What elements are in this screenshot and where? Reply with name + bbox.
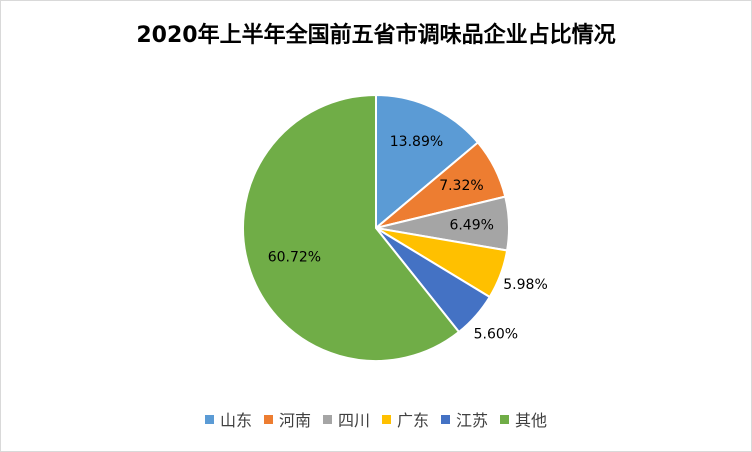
legend-swatch bbox=[441, 414, 451, 424]
chart-title: 2020年上半年全国前五省市调味品企业占比情况 bbox=[136, 23, 616, 48]
data-label-1: 13.89% bbox=[390, 134, 443, 150]
data-label-2: 7.32% bbox=[439, 178, 483, 194]
legend-swatch bbox=[322, 414, 332, 424]
legend-label: 四川 bbox=[337, 411, 370, 430]
legend-item-4: 广东 bbox=[382, 407, 429, 431]
legend-item-2: 河南 bbox=[263, 407, 311, 431]
pie-slice-1 bbox=[375, 93, 480, 231]
legend-item-6: 其他 bbox=[500, 407, 547, 431]
legend-label: 其他 bbox=[515, 411, 548, 430]
legend-item-5: 江苏 bbox=[441, 407, 488, 431]
legend-item-3: 四川 bbox=[322, 407, 370, 431]
pie-slice-6 bbox=[242, 93, 461, 362]
data-label-3: 6.49% bbox=[449, 218, 493, 234]
legend-label: 河南 bbox=[278, 411, 311, 430]
legend-swatch bbox=[263, 414, 273, 424]
legend-swatch bbox=[204, 414, 214, 424]
legend: 山东 河南 四川 广东 江苏 其他 bbox=[1, 407, 751, 431]
legend-label: 广东 bbox=[397, 411, 430, 430]
legend-swatch bbox=[500, 414, 510, 424]
data-label-4: 5.98% bbox=[503, 277, 547, 293]
legend-swatch bbox=[382, 414, 391, 424]
legend-label: 山东 bbox=[219, 411, 252, 430]
legend-label: 江苏 bbox=[456, 411, 489, 430]
data-label-6: 60.72% bbox=[268, 250, 321, 266]
data-label-5: 5.60% bbox=[474, 326, 518, 342]
legend-item-1: 山东 bbox=[204, 407, 252, 431]
